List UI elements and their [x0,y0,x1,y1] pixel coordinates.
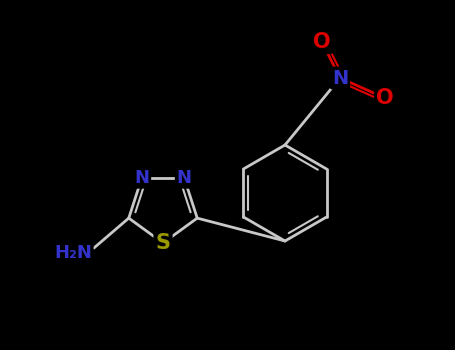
Text: O: O [313,32,331,52]
Text: S: S [156,233,171,253]
Text: N: N [177,169,192,187]
Text: N: N [332,69,348,88]
Text: O: O [376,88,394,108]
Text: N: N [134,169,149,187]
Text: H₂N: H₂N [54,244,92,262]
